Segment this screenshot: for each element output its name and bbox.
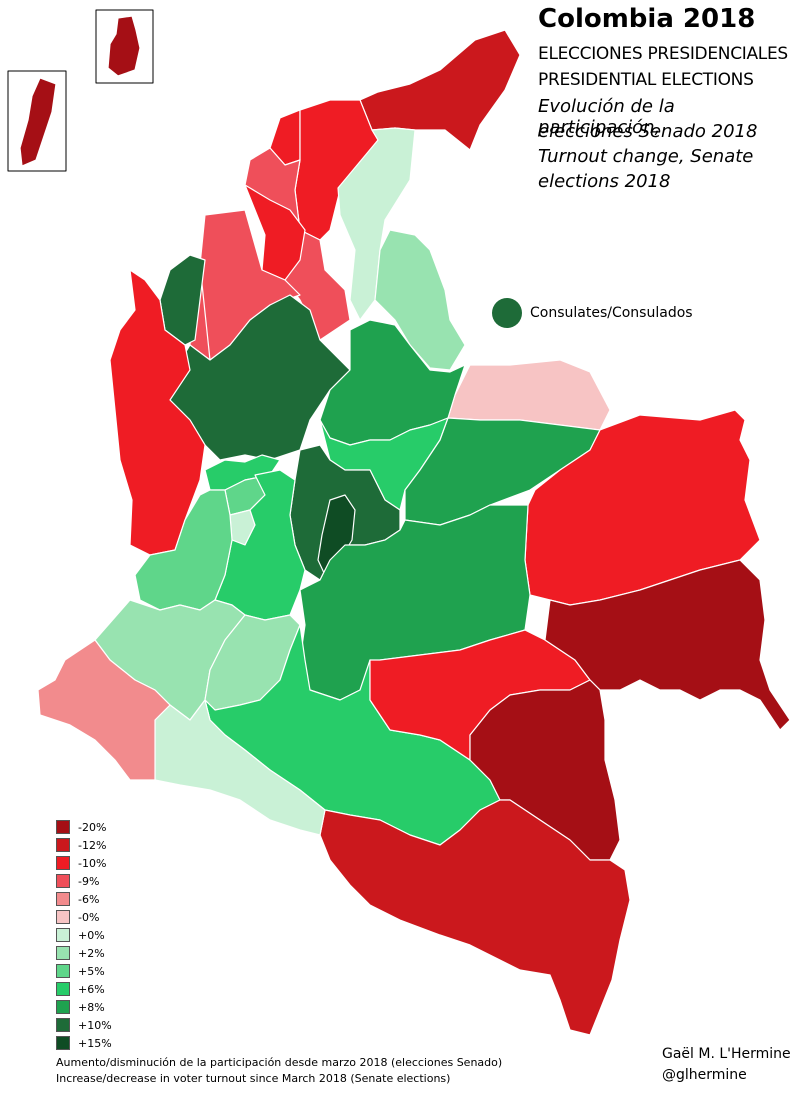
author-handle: @glhermine bbox=[662, 1067, 747, 1083]
legend-item: +8% bbox=[56, 998, 112, 1016]
department-vaupes bbox=[469, 679, 621, 861]
department-casanare bbox=[404, 417, 601, 526]
legend-label: -9% bbox=[78, 874, 100, 888]
legend-swatch bbox=[56, 1036, 70, 1050]
legend-label: +10% bbox=[78, 1018, 112, 1032]
consulates-dot-icon bbox=[492, 298, 522, 328]
legend-swatch bbox=[56, 874, 70, 888]
legend-label: +6% bbox=[78, 982, 105, 996]
legend-item: -6% bbox=[56, 890, 112, 908]
legend-item: +2% bbox=[56, 944, 112, 962]
legend-item: -12% bbox=[56, 836, 112, 854]
description-line: Evolución de la participación, bbox=[538, 96, 675, 138]
legend-item: -0% bbox=[56, 908, 112, 926]
legend-label: +8% bbox=[78, 1000, 105, 1014]
legend-swatch bbox=[56, 1018, 70, 1032]
legend-item: +15% bbox=[56, 1034, 112, 1052]
legend-item: -9% bbox=[56, 872, 112, 890]
legend-item: +0% bbox=[56, 926, 112, 944]
subtitle-spanish: ELECCIONES PRESIDENCIALES bbox=[538, 44, 788, 64]
legend-item: -10% bbox=[56, 854, 112, 872]
legend-item: +6% bbox=[56, 980, 112, 998]
inset-box-providencia bbox=[95, 9, 154, 84]
legend-swatch bbox=[56, 982, 70, 996]
description-line: Turnout change, Senate bbox=[538, 146, 754, 167]
legend-item: -20% bbox=[56, 818, 112, 836]
legend-swatch bbox=[56, 1000, 70, 1014]
legend-swatch bbox=[56, 964, 70, 978]
subtitle-english: PRESIDENTIAL ELECTIONS bbox=[538, 70, 754, 90]
legend-swatch bbox=[56, 856, 70, 870]
legend-swatch bbox=[56, 946, 70, 960]
legend-label: -6% bbox=[78, 892, 100, 906]
description-line: elections 2018 bbox=[538, 171, 671, 192]
department-amazonas bbox=[319, 799, 631, 1036]
legend-label: +5% bbox=[78, 964, 105, 978]
legend-label: +0% bbox=[78, 928, 105, 942]
legend-label: +15% bbox=[78, 1036, 112, 1050]
legend-swatch bbox=[56, 838, 70, 852]
footer-english: Increase/decrease in voter turnout since… bbox=[56, 1072, 451, 1085]
legend-swatch bbox=[56, 928, 70, 942]
department-narino bbox=[37, 639, 171, 781]
description-line: elecciones Senado 2018 bbox=[538, 121, 758, 142]
legend-item: +10% bbox=[56, 1016, 112, 1034]
legend-label: -12% bbox=[78, 838, 107, 852]
consulates-marker: Consulates/Consulados bbox=[492, 298, 693, 328]
department-cesar bbox=[337, 127, 416, 321]
department-norte-de-santander bbox=[374, 229, 466, 371]
author-credit: Gaël M. L'Hermine bbox=[662, 1046, 791, 1062]
consulates-label: Consulates/Consulados bbox=[530, 305, 693, 321]
legend-label: -10% bbox=[78, 856, 107, 870]
legend: -20% -12% -10% -9% -6% -0% +0% +2% +5% +6% +8% +10%… bbox=[56, 818, 112, 1052]
department-sucre bbox=[244, 184, 306, 281]
map-title: Colombia 2018 bbox=[538, 4, 756, 34]
legend-swatch bbox=[56, 910, 70, 924]
department-valle bbox=[134, 489, 233, 611]
inset-box-san-andres bbox=[7, 70, 67, 172]
department-putumayo bbox=[154, 699, 326, 836]
legend-label: -20% bbox=[78, 820, 107, 834]
legend-label: -0% bbox=[78, 910, 100, 924]
legend-swatch bbox=[56, 892, 70, 906]
department-providencia bbox=[107, 15, 141, 77]
legend-label: +2% bbox=[78, 946, 105, 960]
legend-item: +5% bbox=[56, 962, 112, 980]
footer-spanish: Aumento/disminución de la participación … bbox=[56, 1056, 503, 1069]
department-san-andres bbox=[19, 77, 57, 167]
legend-swatch bbox=[56, 820, 70, 834]
